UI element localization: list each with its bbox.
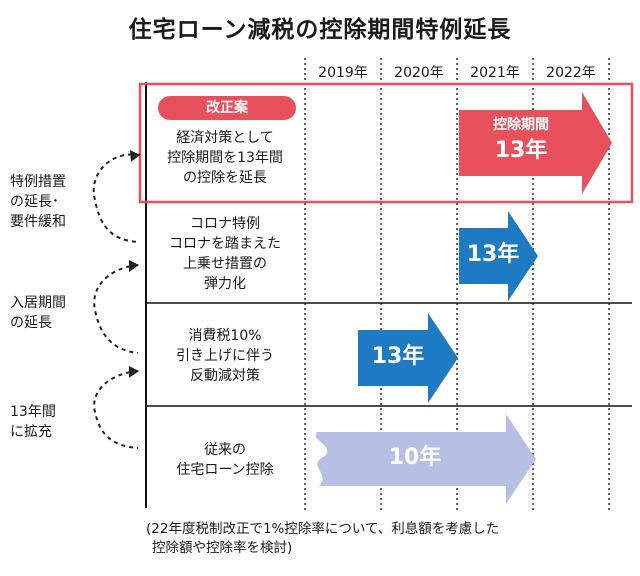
proposal-arrow-value: 13年 bbox=[494, 138, 548, 163]
page-title: 住宅ローン減税の控除期間特例延長 bbox=[128, 17, 512, 43]
side-label-expansion: 13年間 に拡充 bbox=[10, 402, 56, 442]
covid-arrow bbox=[459, 211, 538, 301]
connector-arrowhead bbox=[130, 150, 140, 162]
tax-line: 引き上げに伴う bbox=[176, 348, 274, 364]
conventional-line: 住宅ローン控除 bbox=[176, 462, 274, 478]
tax-arrow-label: 13年 bbox=[371, 344, 425, 369]
connector-curve bbox=[93, 264, 139, 354]
connector-arrowhead bbox=[129, 260, 139, 272]
side-label-line: の延長･ bbox=[10, 194, 59, 210]
year-header-2020: 2020年 bbox=[394, 65, 444, 81]
proposal-line: 経済対策として bbox=[176, 130, 274, 146]
proposal-box bbox=[138, 82, 634, 204]
conventional-description: 従来の 住宅ローン控除 bbox=[150, 440, 300, 480]
year-header-2019: 2019年 bbox=[318, 65, 368, 81]
conventional-line: 従来の bbox=[204, 442, 246, 458]
footnote-line: (22年度税制改正で1%控除率について、利息額を考慮した bbox=[146, 521, 500, 537]
tax-line: 消費税10% bbox=[188, 328, 262, 344]
tax-description: 消費税10% 引き上げに伴う 反動減対策 bbox=[150, 326, 300, 386]
covid-line: コロナ特例 bbox=[190, 216, 260, 232]
side-label-line: 要件緩和 bbox=[10, 214, 66, 230]
side-label-extension: 特例措置 の延長･ 要件緩和 bbox=[10, 172, 66, 232]
covid-arrow-label: 13年 bbox=[466, 242, 520, 267]
footnote-line: 控除額や控除率を検討) bbox=[152, 540, 293, 556]
tax-arrow bbox=[358, 313, 458, 403]
year-header-2022: 2022年 bbox=[546, 65, 596, 81]
conventional-arrow-label: 10年 bbox=[388, 445, 442, 470]
connector-arrowhead bbox=[129, 366, 139, 378]
side-label-line: の延長 bbox=[10, 315, 52, 331]
covid-line: 弾力化 bbox=[204, 276, 246, 292]
covid-line: 上乗せ措置の bbox=[183, 256, 267, 272]
connector-curve bbox=[92, 153, 141, 243]
conventional-arrow bbox=[313, 414, 536, 504]
proposal-line: の控除を延長 bbox=[183, 170, 267, 186]
side-label-line: 13年間 bbox=[10, 404, 56, 420]
proposal-badge: 改正案 bbox=[158, 96, 296, 120]
tax-line: 反動減対策 bbox=[190, 368, 260, 384]
covid-line: コロナを踏まえた bbox=[169, 236, 281, 252]
side-label-move-in: 入居期間 の延長 bbox=[10, 293, 66, 333]
year-header-2021: 2021年 bbox=[470, 65, 520, 81]
proposal-arrow bbox=[459, 92, 612, 194]
proposal-line: 控除期間を13年間 bbox=[167, 150, 283, 166]
side-label-line: に拡充 bbox=[10, 424, 52, 440]
footnote: (22年度税制改正で1%控除率について、利息額を考慮した 控除額や控除率を検討) bbox=[146, 520, 499, 558]
covid-description: コロナ特例 コロナを踏まえた 上乗せ措置の 弾力化 bbox=[150, 214, 300, 294]
conventional-arrow-wave bbox=[312, 430, 328, 488]
side-label-line: 特例措置 bbox=[10, 174, 66, 190]
proposal-arrow-label: 控除期間 bbox=[493, 117, 549, 133]
side-label-line: 入居期間 bbox=[10, 295, 66, 311]
connector-curve bbox=[93, 370, 139, 449]
proposal-description: 経済対策として 控除期間を13年間 の控除を延長 bbox=[150, 128, 300, 188]
